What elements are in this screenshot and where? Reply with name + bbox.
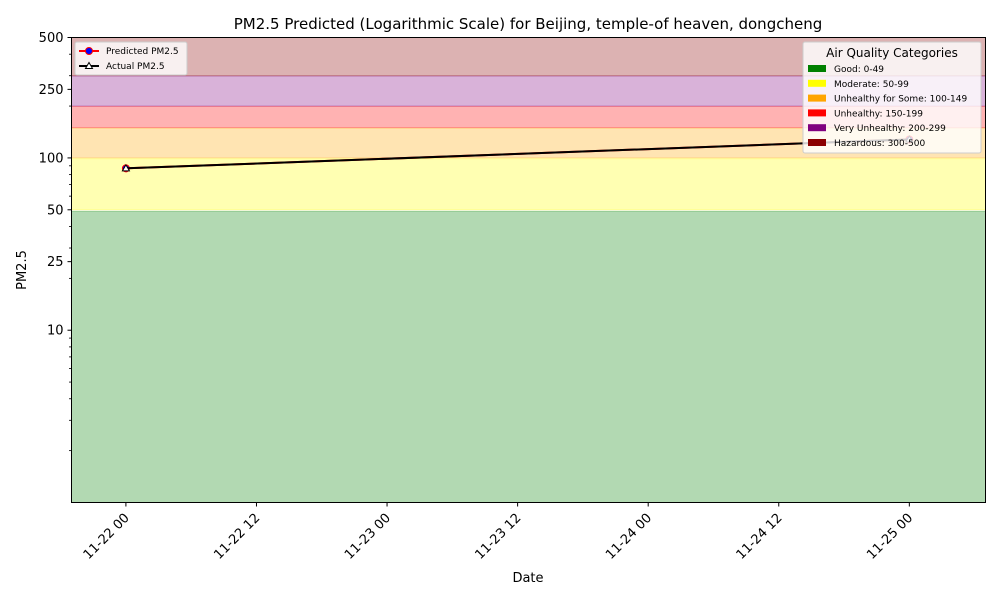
aqi-band-1	[71, 158, 986, 211]
x-axis-ticks: 11-22 00 11-22 12 11-23 00 11-23 12 11-24 00…	[81, 502, 916, 563]
aqi-legend-label-2: Unhealthy for Some: 100-149	[834, 95, 967, 105]
series-legend-box	[74, 41, 188, 76]
aqi-legend-swatch-1	[808, 79, 826, 87]
aqi-legend: Air Quality Categories Good: 0-49 Moderat…	[802, 41, 982, 154]
aqi-legend-box	[802, 41, 982, 154]
x-tick-label-5: 11-24 12	[734, 511, 786, 563]
legend-actual-marker	[84, 61, 94, 69]
y-tick-label-3: 100	[39, 151, 64, 166]
y-axis-label: PM2.5	[15, 250, 30, 290]
chart-title: PM2.5 Predicted (Logarithmic Scale) for …	[234, 15, 822, 33]
legend-predicted-label: Predicted PM2.5	[106, 47, 179, 57]
y-tick-label-2: 50	[47, 203, 64, 218]
aqi-legend-swatch-3	[808, 109, 826, 117]
series-legend: Predicted PM2.5 Actual PM2.5	[74, 41, 188, 76]
x-tick-label-0: 11-22 00	[81, 511, 133, 563]
y-tick-label-5: 500	[39, 31, 64, 46]
aqi-legend-swatch-2	[808, 94, 826, 102]
legend-predicted-marker	[85, 47, 93, 55]
aqi-legend-swatch-0	[808, 65, 826, 72]
aqi-legend-label-5: Hazardous: 300-500	[834, 139, 925, 149]
aqi-legend-title: Air Quality Categories	[826, 46, 958, 60]
aqi-legend-label-1: Moderate: 50-99	[834, 80, 909, 90]
series-line-1	[125, 138, 910, 170]
plot-frame	[71, 37, 986, 503]
aqi-legend-label-4: Very Unhealthy: 200-299	[834, 124, 946, 134]
x-tick-label-4: 11-24 00	[603, 511, 655, 563]
aqi-legend-items: Good: 0-49 Moderate: 50-99 Unhealthy for S…	[808, 65, 967, 149]
series-1-point-0	[121, 163, 131, 172]
y-tick-label-1: 25	[47, 255, 64, 270]
y-axis-ticks: 10 25 50 100 250 500	[39, 31, 72, 452]
x-tick-label-2: 11-23 00	[342, 511, 394, 563]
x-axis-label: Date	[512, 571, 543, 586]
x-tick-label-1: 11-22 12	[211, 511, 263, 563]
x-tick-label-6: 11-25 00	[864, 511, 916, 563]
aqi-legend-label-0: Good: 0-49	[834, 65, 884, 75]
legend-actual-label: Actual PM2.5	[106, 62, 165, 72]
aqi-band-0	[71, 210, 986, 503]
aqi-legend-swatch-5	[808, 139, 826, 146]
y-tick-label-0: 10	[47, 324, 64, 339]
y-tick-label-4: 250	[39, 83, 64, 98]
x-tick-label-3: 11-23 12	[473, 511, 525, 563]
aqi-legend-swatch-4	[808, 124, 826, 132]
aqi-legend-label-3: Unhealthy: 150-199	[834, 109, 923, 119]
